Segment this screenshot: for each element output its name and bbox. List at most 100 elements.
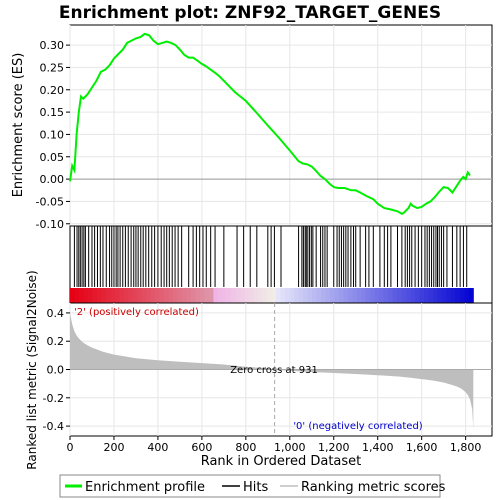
metric-x-tick-label: 1,800 [450, 441, 482, 454]
gradient-segment [78, 288, 84, 303]
legend-metric-label: Ranking metric scores [301, 480, 446, 495]
gradient-segment [204, 288, 210, 303]
metric-x-tick-label: 1,600 [406, 441, 438, 454]
hit-lines [73, 226, 468, 287]
gradient-segment [424, 288, 430, 303]
gradient-segment [226, 288, 232, 303]
gradient-segment [459, 288, 465, 303]
gradient-segment [231, 288, 237, 303]
gradient-segment [329, 288, 335, 303]
es-y-tick-label: 0.10 [40, 128, 65, 141]
gradient-segment [262, 288, 268, 303]
gradient-segment [173, 288, 179, 303]
gradient-segment [361, 288, 367, 303]
gradient-segment [374, 288, 380, 303]
gradient-segment [397, 288, 403, 303]
es-y-tick-label: 0.00 [40, 173, 65, 186]
gradient-segment [244, 288, 250, 303]
metric-x-tick-label: 600 [191, 441, 212, 454]
gradient-segment [195, 288, 201, 303]
gradient-segment [428, 288, 434, 303]
gradient-segment [325, 288, 331, 303]
metric-y-axis-label: Ranked list metric (Signal2Noise) [25, 270, 39, 469]
gradient-segment [199, 288, 205, 303]
legend: Enrichment profile Hits Ranking metric s… [59, 474, 446, 498]
es-y-axis-label: Enrichment score (ES) [11, 53, 26, 198]
gradient-segment [150, 288, 156, 303]
metric-y-tick-label: 0.0 [47, 364, 65, 377]
metric-y-tick-label: -0.4 [43, 420, 64, 433]
gradient-segment [132, 288, 138, 303]
metric-x-tick-label: 800 [235, 441, 256, 454]
gradient-segment [258, 288, 264, 303]
metric-x-tick-label: 400 [147, 441, 168, 454]
gradient-segment [222, 288, 228, 303]
metric-y-tick-label: -0.2 [43, 392, 64, 405]
es-y-tick-label: 0.20 [40, 84, 65, 97]
gradient-segment [213, 288, 219, 303]
gradient-segment [392, 288, 398, 303]
metric-area [70, 312, 474, 429]
gradient-segment [146, 288, 152, 303]
negative-correlation-label: '0' (negatively correlated) [293, 421, 422, 432]
gradient-segment [141, 288, 147, 303]
gradient-segment [159, 288, 165, 303]
es-y-tick-label: 0.15 [40, 106, 65, 119]
gradient-segment [388, 288, 394, 303]
gradient-segment [419, 288, 425, 303]
metric-y-tick-label: 0.2 [47, 335, 65, 348]
gradient-segment [208, 288, 214, 303]
gradient-segment [379, 288, 385, 303]
gradient-segment [285, 288, 291, 303]
gradient-segment [432, 288, 438, 303]
gradient-segment [468, 288, 474, 303]
gradient-segment [155, 288, 161, 303]
x-axis-label: Rank in Ordered Dataset [201, 454, 362, 469]
gradient-segment [123, 288, 129, 303]
gradient-segment [437, 288, 443, 303]
gradient-segment [446, 288, 452, 303]
es-panel: -0.10 -0.05 0.00 0.05 0.10 0.15 0.20 0.25 0.30 E… [11, 24, 493, 231]
gradient-segment [249, 288, 255, 303]
gradient-segment [415, 288, 421, 303]
gradient-segment [316, 288, 322, 303]
gradient-segment [311, 288, 317, 303]
gradient-segment [276, 288, 282, 303]
gradient-segment [177, 288, 183, 303]
es-y-ticks: -0.10 -0.05 0.00 0.05 0.10 0.15 0.20 0.25 0.30 [36, 39, 70, 231]
gradient-segment [235, 288, 241, 303]
es-profile-line [69, 32, 471, 216]
positive-correlation-label: '2' (positively correlated) [74, 307, 199, 318]
metric-x-tick-label: 200 [103, 441, 124, 454]
gradient-segment [271, 288, 277, 303]
gradient-segment [464, 288, 470, 303]
gradient-segment [182, 288, 188, 303]
gradient-segment [441, 288, 447, 303]
gradient-segment [96, 288, 102, 303]
gradient-segment [119, 288, 125, 303]
gradient-segment [298, 288, 304, 303]
gradient-segment [401, 288, 407, 303]
gradient-segment [280, 288, 286, 303]
gradient-segment [92, 288, 98, 303]
metric-y-ticks: -0.4 -0.2 0.0 0.2 0.4 [43, 307, 70, 433]
gradient-segment [110, 288, 116, 303]
gradient-segment [307, 288, 313, 303]
ranking-gradient-bar [70, 288, 474, 303]
chart-title: Enrichment plot: ZNF92_TARGET_GENES [59, 3, 441, 23]
metric-panel: -0.4 -0.2 0.0 0.2 0.4 0 200 400 600 800 1,000 1,20… [25, 270, 493, 470]
gradient-segment [101, 288, 107, 303]
metric-x-tick-label: 1,400 [362, 441, 394, 454]
gradient-segment [303, 288, 309, 303]
es-plot-frame [69, 24, 493, 227]
gradient-segment [343, 288, 349, 303]
gradient-segment [365, 288, 371, 303]
gradient-segment [455, 288, 461, 303]
zero-cross-label: Zero cross at 931 [230, 365, 318, 376]
gradient-segment [356, 288, 362, 303]
gradient-segment [190, 288, 196, 303]
es-y-tick-label: 0.30 [40, 39, 65, 52]
gradient-segment [289, 288, 295, 303]
gradient-segment [217, 288, 223, 303]
